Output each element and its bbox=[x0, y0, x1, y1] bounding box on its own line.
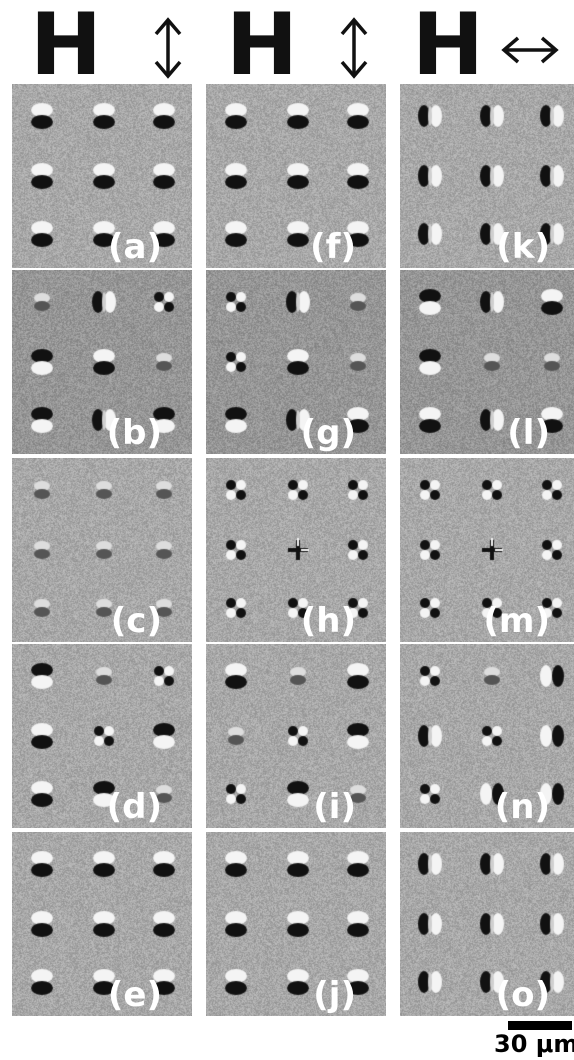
microscopy-image bbox=[206, 270, 386, 454]
horizontal-double-arrow-icon bbox=[501, 36, 559, 64]
scale-bar bbox=[508, 1021, 572, 1030]
image-panel: (g) bbox=[206, 270, 386, 454]
panel-label: (h) bbox=[300, 601, 356, 641]
panel-label: (n) bbox=[494, 787, 550, 827]
image-panel: (e) bbox=[12, 832, 192, 1016]
field-letter-3: H bbox=[412, 0, 484, 95]
microscopy-image bbox=[400, 832, 574, 1016]
panel-label: (b) bbox=[106, 413, 162, 453]
image-panel: (j) bbox=[206, 832, 386, 1016]
panel-label: (d) bbox=[106, 787, 162, 827]
image-panel: (f) bbox=[206, 84, 386, 268]
field-letter-1: H bbox=[30, 0, 102, 95]
microscopy-image bbox=[12, 458, 192, 642]
column-header-3: H bbox=[412, 2, 574, 88]
microscopy-image bbox=[12, 644, 192, 828]
column-header-1: H bbox=[30, 2, 200, 88]
image-panel: (d) bbox=[12, 644, 192, 828]
vertical-double-arrow-icon bbox=[340, 17, 368, 79]
panel-label: (m) bbox=[483, 601, 550, 641]
image-panel: (n) bbox=[400, 644, 574, 828]
image-panel: (b) bbox=[12, 270, 192, 454]
image-panel: (m) bbox=[400, 458, 574, 642]
image-panel: (o) bbox=[400, 832, 574, 1016]
image-panel: (l) bbox=[400, 270, 574, 454]
panel-label: (g) bbox=[300, 413, 356, 453]
vertical-double-arrow-icon bbox=[154, 17, 182, 79]
image-panel: (k) bbox=[400, 84, 574, 268]
panel-label: (l) bbox=[507, 413, 550, 453]
column-header-2: H bbox=[226, 2, 396, 88]
panel-label: (c) bbox=[110, 601, 162, 641]
image-panel: (i) bbox=[206, 644, 386, 828]
image-panel: (h) bbox=[206, 458, 386, 642]
panel-label: (f) bbox=[310, 227, 356, 267]
panel-label: (a) bbox=[107, 227, 162, 267]
microscopy-image bbox=[206, 458, 386, 642]
panel-label: (e) bbox=[107, 975, 162, 1015]
microscopy-image bbox=[206, 84, 386, 268]
microscopy-image bbox=[12, 832, 192, 1016]
microscopy-image bbox=[206, 832, 386, 1016]
panel-label: (k) bbox=[496, 227, 550, 267]
microscopy-image bbox=[400, 644, 574, 828]
image-panel: (a) bbox=[12, 84, 192, 268]
panel-label: (i) bbox=[313, 787, 356, 827]
scale-bar-label: 30 μm bbox=[494, 1030, 574, 1058]
microscopy-image bbox=[12, 84, 192, 268]
image-panel: (c) bbox=[12, 458, 192, 642]
microscopy-image bbox=[12, 270, 192, 454]
panel-label: (j) bbox=[313, 975, 356, 1015]
panel-label: (o) bbox=[495, 975, 550, 1015]
microscopy-image bbox=[206, 644, 386, 828]
microscopy-image bbox=[400, 84, 574, 268]
microscopy-image bbox=[400, 270, 574, 454]
microscopy-image bbox=[400, 458, 574, 642]
field-letter-2: H bbox=[226, 0, 298, 95]
column-headers: H H H bbox=[0, 0, 574, 88]
